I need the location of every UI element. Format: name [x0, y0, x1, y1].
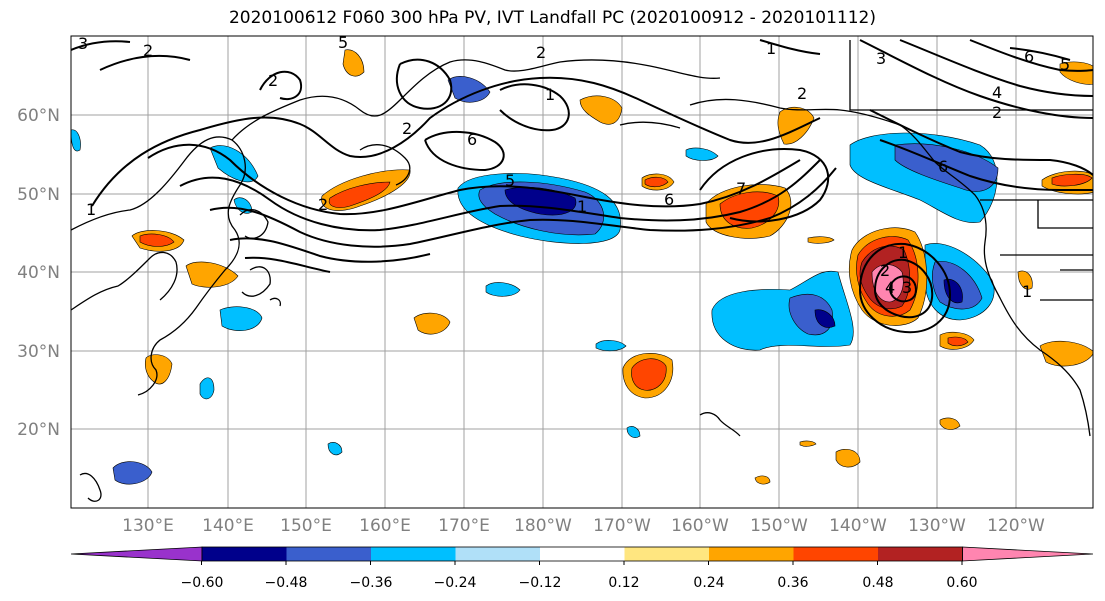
colorbar-segment [624, 547, 709, 561]
lon-label: 140°E [202, 516, 254, 536]
colorbar-segment [371, 547, 456, 561]
colorbar-tick-label: 0.48 [862, 575, 893, 591]
contour-label: 2 [880, 261, 890, 280]
contour-label: 5 [505, 171, 515, 190]
colorbar-extension-low [70, 546, 203, 562]
colorbar [70, 546, 1094, 565]
colorbar-tick-label: −0.60 [181, 575, 224, 591]
colorbar-segment [202, 547, 287, 561]
lon-label: 160°W [671, 516, 729, 536]
colorbar-tick-label: −0.36 [350, 575, 393, 591]
contour-label: 1 [86, 200, 96, 219]
contour-label: 1 [577, 197, 587, 216]
lon-label: 120°W [987, 516, 1045, 536]
contour-label: 1 [1022, 282, 1032, 301]
lon-label: 150°W [750, 516, 808, 536]
lon-label: 140°W [829, 516, 887, 536]
colorbar-segment [878, 547, 963, 561]
contour-label: 2 [536, 43, 546, 62]
contour-label: 6 [664, 190, 674, 209]
latitude-labels: 60°N 50°N 40°N 30°N 20°N [17, 106, 60, 440]
longitude-labels: 130°E 140°E 150°E 160°E 170°E 180°W 170°… [122, 516, 1045, 536]
lon-label: 160°E [359, 516, 411, 536]
lon-label: 170°W [593, 516, 651, 536]
colorbar-segment [540, 547, 625, 561]
colorbar-outline [201, 546, 963, 562]
contour-label: 2 [797, 84, 807, 103]
contour-label: 3 [78, 34, 88, 53]
colorbar-tick-label: 0.36 [777, 575, 808, 591]
contour-label: 2 [318, 195, 328, 214]
contour-label: 6 [938, 157, 948, 176]
colorbar-segment [286, 547, 371, 561]
lat-label: 30°N [17, 342, 60, 362]
contour-label: 5 [1060, 55, 1070, 74]
contour-labels: 1 2 3 5 6 6 5 1 1 2 1 4 6 7 2 1 2 3 4 2 … [78, 33, 1070, 301]
colorbar-tick-label: −0.12 [519, 575, 562, 591]
contour-label: 4 [992, 83, 1002, 102]
contour-label: 7 [736, 179, 746, 198]
map-frame [70, 35, 1094, 509]
contour-label: 5 [338, 33, 348, 52]
colorbar-tick-label: 0.24 [693, 575, 724, 591]
contour-label: 1 [898, 243, 908, 262]
pv-contours [71, 39, 1093, 334]
contour-label: 2 [992, 103, 1002, 122]
shaded-anomalies [71, 49, 1093, 485]
lat-label: 50°N [17, 185, 60, 205]
contour-label: 6 [467, 130, 477, 149]
contour-label: 1 [545, 85, 555, 104]
lon-label: 150°E [280, 516, 332, 536]
lon-label: 130°E [122, 516, 174, 536]
lat-label: 40°N [17, 263, 60, 283]
colorbar-tick-label: −0.24 [434, 575, 477, 591]
contour-label: 1 [766, 39, 776, 58]
colorbar-tick-label: −0.48 [265, 575, 308, 591]
coastlines [71, 40, 1093, 502]
colorbar-ticks: −0.60 −0.48 −0.36 −0.24 −0.12 0.12 0.24 … [181, 575, 978, 591]
contour-label: 3 [876, 49, 886, 68]
contour-label: 6 [1024, 47, 1034, 66]
lat-label: 60°N [17, 106, 60, 126]
contour-label: 4 [885, 278, 895, 297]
lon-label: 170°E [438, 516, 490, 536]
lon-label: 180°W [514, 516, 572, 536]
contour-label: 2 [143, 41, 153, 60]
lat-label: 20°N [17, 420, 60, 440]
contour-label: 2 [268, 71, 278, 90]
lon-label: 130°W [908, 516, 966, 536]
colorbar-segment [709, 547, 794, 561]
contour-label: 2 [402, 119, 412, 138]
colorbar-segment [793, 547, 878, 561]
colorbar-tick-label: 0.12 [608, 575, 639, 591]
colorbar-segment [455, 547, 540, 561]
colorbar-tick-label: 0.60 [946, 575, 977, 591]
map-title: 2020100612 F060 300 hPa PV, IVT Landfall… [228, 8, 876, 28]
contour-label: 3 [902, 278, 912, 297]
colorbar-extension-high [962, 546, 1094, 562]
